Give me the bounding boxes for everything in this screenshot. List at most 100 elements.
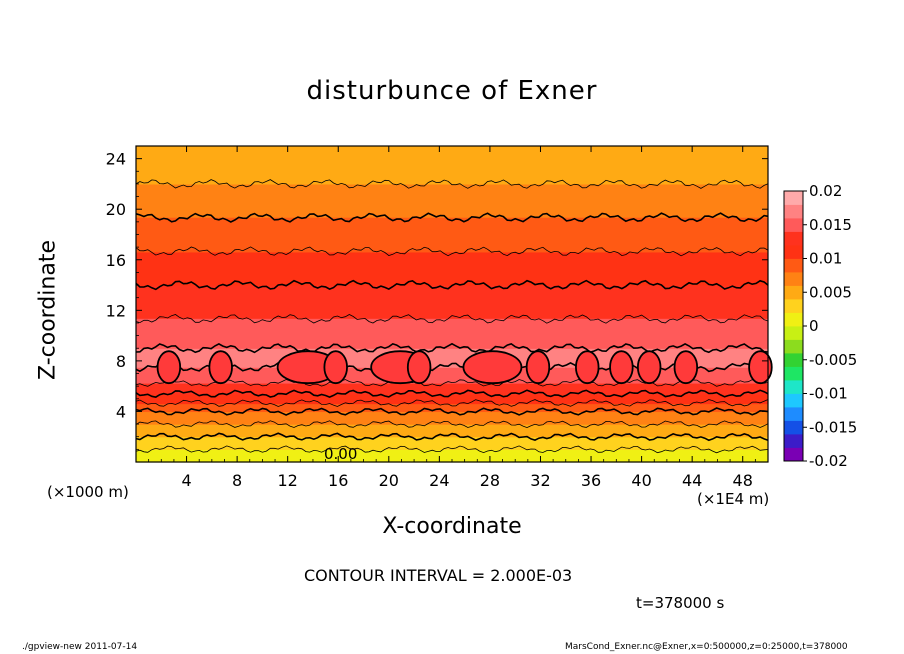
field-strip (136, 420, 768, 424)
field-strip (136, 354, 768, 357)
colorbar-tick-label: 0 (809, 317, 819, 335)
field-strip (136, 371, 768, 375)
field-strip (136, 164, 768, 168)
colorbar-tick-label: 0.005 (809, 283, 852, 301)
field-strip (136, 387, 768, 390)
field-strip (136, 359, 768, 362)
x-unit-left: (×1000 m) (47, 483, 129, 501)
contour-line (135, 314, 769, 324)
field-strip (136, 194, 768, 198)
contour-line (135, 361, 769, 373)
field-strip (136, 190, 768, 193)
field-strip (136, 280, 768, 283)
field-strip (136, 337, 768, 340)
field-strip (136, 158, 768, 161)
field-strip (136, 221, 768, 225)
field-strip (136, 397, 768, 400)
field-strip (136, 398, 768, 401)
field-strip (136, 174, 768, 177)
field-strip (136, 441, 768, 444)
field-strip (136, 422, 768, 425)
field-strip (136, 384, 768, 387)
field-strip (136, 291, 768, 294)
x-tick-label: 24 (429, 471, 449, 490)
field-strip (136, 234, 768, 237)
field-strip (136, 364, 768, 367)
field-strip (136, 209, 768, 212)
colorbar-band (784, 393, 803, 408)
field-strip (136, 394, 768, 397)
field-strip (136, 155, 768, 158)
colorbar-band (784, 258, 803, 273)
field-strip (136, 163, 768, 166)
colorbar-band (784, 434, 803, 448)
field-strip (136, 446, 768, 449)
y-tick-label: 4 (116, 402, 126, 421)
y-tick-label: 12 (106, 301, 126, 320)
field-strip (136, 256, 768, 259)
colorbar-band (784, 366, 803, 381)
field-strip (136, 294, 768, 297)
colorbar-band (784, 299, 803, 313)
colorbar-band (784, 218, 803, 232)
contour-label: 0.00 (324, 445, 357, 463)
footer-source: MarsCond_Exner.nc@Exner,x=0:500000,z=0:2… (565, 642, 848, 652)
field-strip (136, 395, 768, 398)
y-tick-label: 24 (106, 150, 126, 169)
field-strip (136, 383, 768, 386)
colorbar-band (784, 285, 803, 300)
field-strip (136, 278, 768, 281)
field-strip (136, 450, 768, 454)
field-strip (136, 332, 768, 335)
field-strip (136, 231, 768, 234)
field-strip (136, 225, 768, 228)
max-contour-cell (636, 350, 662, 385)
field-strip (136, 433, 768, 436)
colorbar-band (784, 191, 803, 205)
contour-line (135, 212, 769, 223)
field-strip (136, 457, 768, 460)
field-strip (136, 255, 768, 258)
field-strip (136, 232, 768, 236)
field-strip (136, 172, 768, 176)
field-strip (136, 403, 768, 406)
x-tick-label: 8 (232, 471, 242, 490)
field-strip (136, 217, 768, 220)
x-axis: 4 8 12 16 20 24 28 32 36 40 44 48 (148, 146, 756, 490)
max-contour-cell (406, 350, 432, 385)
field-strip (136, 199, 768, 202)
colorbar-band (784, 204, 803, 219)
field-strip (136, 171, 768, 174)
field-strip (136, 210, 768, 213)
field-strip (136, 319, 768, 322)
colorbar-tick-label: -0.005 (809, 351, 857, 369)
field-strip (136, 288, 768, 291)
colorbar-band (784, 447, 803, 462)
field-strip (136, 376, 768, 379)
field-strip (136, 455, 768, 458)
field-strip (136, 444, 768, 447)
field-strip (136, 327, 768, 330)
contour-lines (135, 179, 769, 454)
field-strip (136, 196, 768, 199)
field-strip (136, 180, 768, 183)
field-strip (136, 454, 768, 457)
field-strip (136, 270, 768, 273)
field-strip (136, 248, 768, 251)
field-strip (136, 146, 768, 149)
field-strip (136, 378, 768, 381)
field-strip (136, 153, 768, 157)
colorbar-tick-label: -0.015 (809, 418, 857, 436)
field-strip (136, 338, 768, 341)
field-strip (136, 176, 768, 179)
contour-line (135, 342, 769, 354)
field-strip (136, 198, 768, 201)
field-strip (136, 223, 768, 226)
field-strip (136, 215, 768, 218)
field-strip (136, 160, 768, 163)
field-strip (136, 259, 768, 262)
field-strip (136, 239, 768, 242)
field-strip (136, 296, 768, 299)
colorbar-tick-label: -0.01 (809, 385, 848, 403)
contour-line (135, 420, 769, 429)
